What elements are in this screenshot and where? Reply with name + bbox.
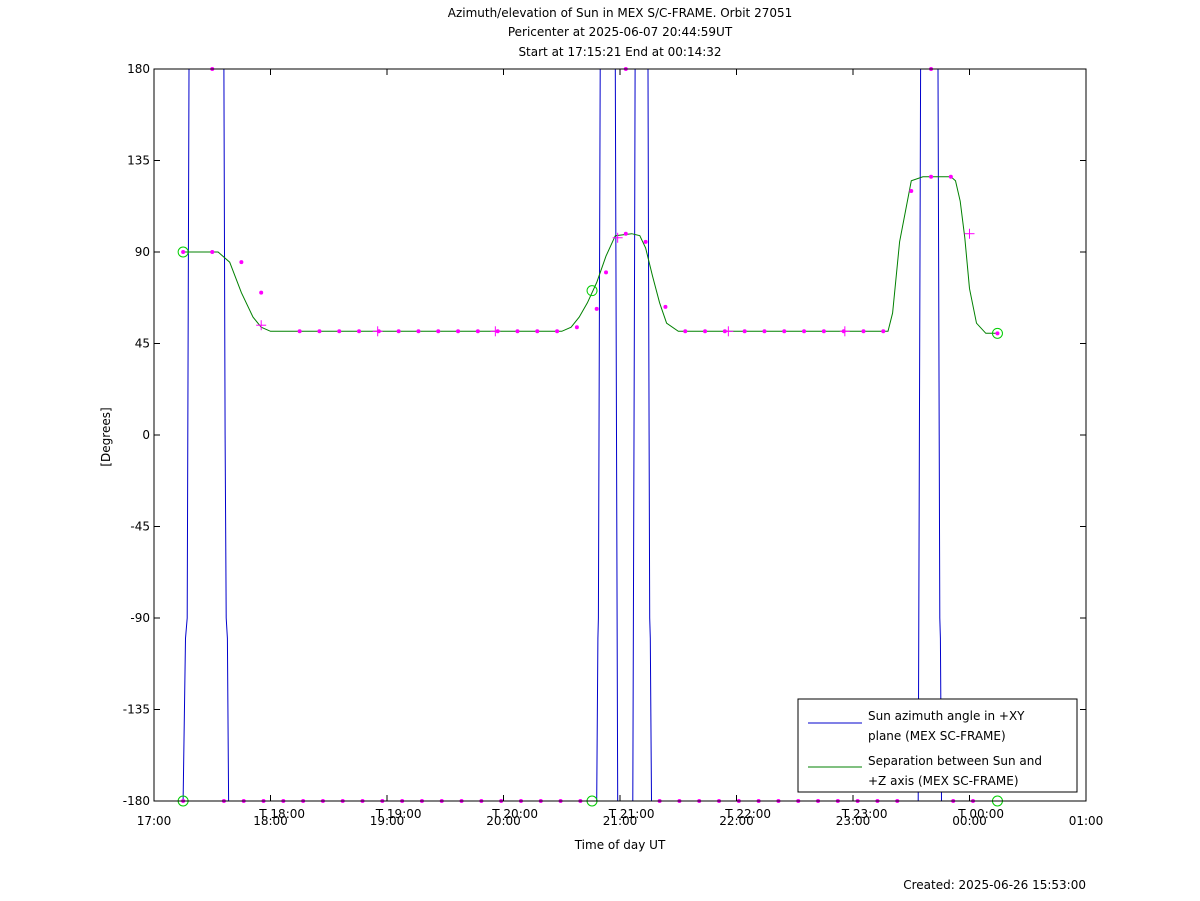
y-tick-label: -135 xyxy=(123,703,150,717)
data-point-dot xyxy=(416,329,421,334)
data-point-dot xyxy=(861,329,866,334)
x-tick-label: 23:00 xyxy=(836,814,871,828)
data-point-dot xyxy=(909,189,914,193)
marker-layer xyxy=(177,67,1003,807)
x-tick-label: 01:00 xyxy=(1069,814,1104,828)
x-tick-label: 19:00 xyxy=(370,814,405,828)
series-line-separation xyxy=(183,176,998,334)
data-point-dot xyxy=(663,304,668,309)
data-point-dot xyxy=(683,329,688,334)
data-point-dot xyxy=(396,329,401,334)
legend-label-azimuth-line-1: Sun azimuth angle in +XY xyxy=(868,709,1025,723)
data-point-dot xyxy=(239,260,244,265)
data-point-dot xyxy=(995,331,1000,336)
data-point-dot xyxy=(515,329,520,334)
created-footer: Created: 2025-06-26 15:53:00 xyxy=(903,878,1086,892)
x-tick-label-secondary: T 21:00 xyxy=(608,807,655,821)
x-tick-label: 00:00 xyxy=(952,814,987,828)
data-point-dot xyxy=(929,174,934,179)
data-point-dot xyxy=(703,329,708,334)
plot-frame xyxy=(153,68,1087,802)
y-tick-label: 0 xyxy=(142,428,150,442)
x-tick-label-secondary: T 20:00 xyxy=(491,807,538,821)
data-point-dot xyxy=(948,174,953,179)
data-point-dot xyxy=(742,329,747,334)
data-point-dot xyxy=(436,329,441,334)
data-point-dot xyxy=(317,329,322,334)
legend: Sun azimuth angle in +XY plane (MEX SC-F… xyxy=(797,698,1078,793)
x-tick-label-secondary: T 18:00 xyxy=(258,807,305,821)
data-point-dot xyxy=(782,329,787,334)
legend-label-azimuth-line-2: plane (MEX SC-FRAME) xyxy=(868,729,1006,743)
x-tick-label: 22:00 xyxy=(719,814,754,828)
chart-title-line-2: Pericenter at 2025-06-07 20:44:59UT xyxy=(508,25,733,39)
x-axis-label: Time of day UT xyxy=(574,838,666,852)
data-point-dot xyxy=(802,329,807,334)
data-point-dot xyxy=(604,270,609,275)
data-point-dot xyxy=(574,325,579,330)
chart-title-line-1: Azimuth/elevation of Sun in MEX S/C-FRAM… xyxy=(448,6,793,20)
data-point-dot xyxy=(881,329,886,334)
x-tick-label-secondary: T 19:00 xyxy=(375,807,422,821)
series-line-azimuth xyxy=(182,69,998,801)
data-point-circle xyxy=(177,246,189,258)
data-point-dot xyxy=(337,329,342,334)
y-tick-label: 45 xyxy=(135,337,150,351)
data-point-dot xyxy=(259,290,264,295)
x-tick-label: 21:00 xyxy=(603,814,638,828)
x-tick-label-secondary: T 22:00 xyxy=(724,807,771,821)
x-tick-label: 18:00 xyxy=(253,814,288,828)
y-tick-label: -90 xyxy=(130,611,150,625)
data-point-circle xyxy=(991,327,1003,339)
data-point-dot xyxy=(594,306,599,311)
data-point-dot xyxy=(475,329,480,334)
data-point-dot xyxy=(181,250,186,254)
x-tick-label-secondary: T 00:00 xyxy=(957,807,1004,821)
x-tick-label: 17:00 xyxy=(137,814,172,828)
y-tick-label: 135 xyxy=(127,154,150,168)
x-axis: 17:00 18:00 19:00 20:00 21:00 22:00 23:00 00:00… xyxy=(137,69,1104,828)
legend-label-separation-line-1: Separation between Sun and xyxy=(868,754,1042,768)
data-point-dot xyxy=(297,329,302,334)
y-axis: 180 135 90 45 0 -45 -90 -135 -180 xyxy=(123,62,1086,808)
data-point-dot xyxy=(762,329,767,334)
data-point-dot xyxy=(821,329,826,334)
series-layer xyxy=(182,69,998,801)
y-tick-label: 90 xyxy=(135,245,150,259)
data-point-dot xyxy=(643,239,648,244)
legend-box xyxy=(797,698,1078,793)
data-point-dot xyxy=(357,329,362,334)
data-point-dot xyxy=(210,250,215,254)
x-tick-label-secondary: T 23:00 xyxy=(841,807,888,821)
y-axis-label: [Degrees] xyxy=(99,407,113,466)
data-point-dot xyxy=(555,329,560,334)
data-point-dot xyxy=(623,231,628,236)
y-tick-label: 180 xyxy=(127,62,150,76)
y-tick-label: -180 xyxy=(123,794,150,808)
legend-label-separation-line-2: +Z axis (MEX SC-FRAME) xyxy=(868,774,1019,788)
data-point-dot xyxy=(456,329,461,334)
data-point-circle xyxy=(586,285,598,297)
data-point-dot xyxy=(535,329,540,334)
y-tick-label: -45 xyxy=(130,520,150,534)
chart-title-line-3: Start at 17:15:21 End at 00:14:32 xyxy=(518,45,721,59)
x-tick-label: 20:00 xyxy=(486,814,521,828)
